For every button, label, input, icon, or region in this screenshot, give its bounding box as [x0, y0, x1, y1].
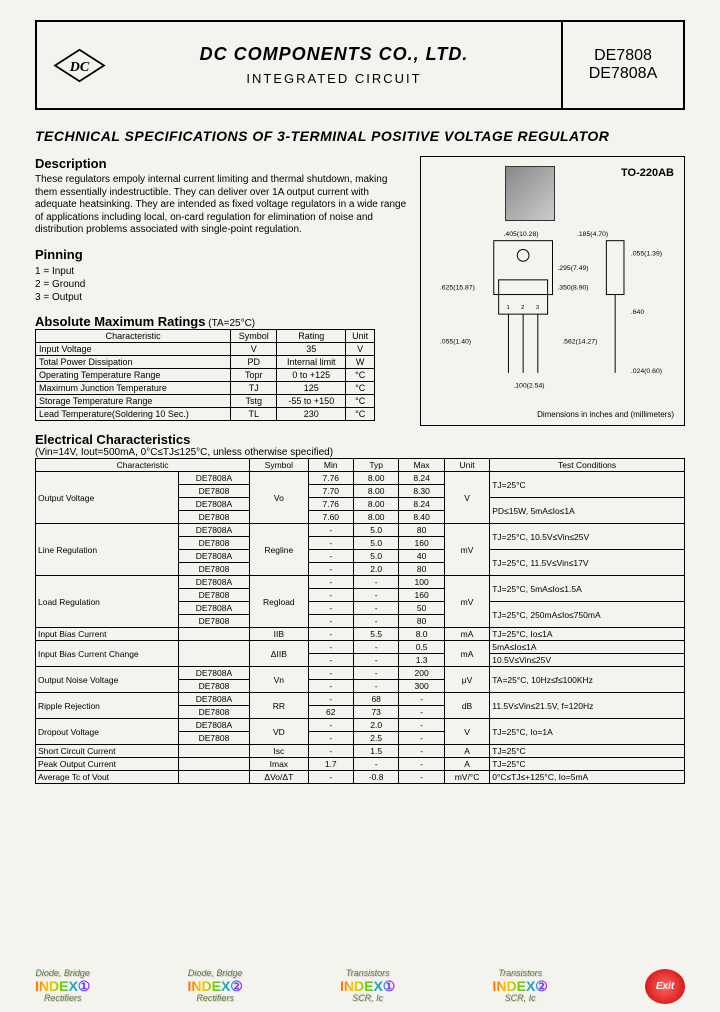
svg-text:.640: .640 [631, 309, 645, 316]
header-left: DC DC COMPONENTS CO., LTD. INTEGRATED CI… [37, 22, 563, 108]
amr-h3: Unit [346, 329, 375, 342]
part-number-2: DE7808A [589, 65, 658, 83]
table-row: Load RegulationDE7808ARegload--100mVTJ=2… [36, 576, 685, 589]
svg-text:1: 1 [506, 305, 509, 311]
table-row: Lead Temperature(Soldering 10 Sec.)TL230… [36, 407, 375, 420]
svg-text:.295(7.49): .295(7.49) [557, 265, 588, 272]
svg-text:.055(1.39): .055(1.39) [631, 250, 662, 257]
footer-item-1[interactable]: Diode, Bridge INDEX① Rectifiers [35, 969, 90, 1004]
footer-logos: Diode, Bridge INDEX① Rectifiers Diode, B… [35, 969, 685, 1004]
company-logo: DC [52, 48, 107, 83]
package-diagram: TO-220AB .405(10.28) .185(4.70) .055(1.3… [425, 161, 680, 421]
amr-title: Absolute Maximum Ratings [35, 314, 205, 329]
table-row: Dropout VoltageDE7808AVD-2.0-VTJ=25°C, I… [36, 719, 685, 732]
amr-h0: Characteristic [36, 329, 231, 342]
svg-text:.625(15.87): .625(15.87) [440, 285, 475, 292]
svg-text:.562(14.27): .562(14.27) [562, 339, 597, 346]
amr-heading: Absolute Maximum Ratings (TA=25°C) [35, 314, 410, 329]
elec-title: Electrical Characteristics [35, 432, 190, 447]
eh0: Characteristic [36, 459, 250, 472]
table-row: Line RegulationDE7808ARegline-5.080mVTJ=… [36, 524, 685, 537]
amr-cond: (TA=25°C) [208, 318, 255, 329]
package-photo [505, 166, 555, 221]
eh6: Unit [444, 459, 489, 472]
description-title: Description [35, 156, 410, 171]
table-row: Short Circuit CurrentIsc-1.5-ATJ=25°C [36, 745, 685, 758]
table-row: Input VoltageV35V [36, 342, 375, 355]
package-label: TO-220AB [621, 167, 674, 179]
eh4: Typ [353, 459, 398, 472]
svg-text:3: 3 [536, 305, 539, 311]
svg-text:.350(8.90): .350(8.90) [557, 285, 588, 292]
exit-button[interactable]: Exit [645, 969, 685, 1004]
amr-h2: Rating [277, 329, 346, 342]
svg-text:.024(0.60): .024(0.60) [631, 368, 662, 375]
content-row: Description These regulators empoly inte… [35, 156, 685, 426]
main-title: TECHNICAL SPECIFICATIONS OF 3-TERMINAL P… [35, 128, 685, 144]
header-box: DC DC COMPONENTS CO., LTD. INTEGRATED CI… [35, 20, 685, 110]
eh3: Min [308, 459, 353, 472]
elec-heading: Electrical Characteristics (Vin=14V, Iou… [35, 432, 685, 458]
pin-2: 2 = Ground [35, 278, 410, 291]
dimension-note: Dimensions in inches and (millimeters) [537, 410, 674, 419]
package-panel: TO-220AB .405(10.28) .185(4.70) .055(1.3… [420, 156, 685, 426]
table-row: Ripple RejectionDE7808ARR-68-dB11.5V≤Vin… [36, 693, 685, 706]
pinning-title: Pinning [35, 247, 410, 262]
table-row: Total Power DissipationPDInternal limitW [36, 355, 375, 368]
svg-text:.055(1.40): .055(1.40) [440, 339, 471, 346]
header-text: DC COMPONENTS CO., LTD. INTEGRATED CIRCU… [122, 44, 546, 86]
table-row: Output Noise VoltageDE7808AVn--200μVTA=2… [36, 667, 685, 680]
table-row: Output VoltageDE7808AVo7.768.008.24VTJ=2… [36, 472, 685, 485]
company-name: DC COMPONENTS CO., LTD. [122, 44, 546, 65]
table-row: Maximum Junction TemperatureTJ125°C [36, 381, 375, 394]
eh7: Test Conditions [490, 459, 685, 472]
svg-text:.405(10.28): .405(10.28) [504, 231, 539, 238]
footer-item-3[interactable]: Transistors INDEX① SCR, Ic [340, 969, 395, 1004]
amr-table: Characteristic Symbol Rating Unit Input … [35, 329, 375, 421]
eh5: Max [399, 459, 444, 472]
elec-cond: (Vin=14V, Iout=500mA, 0°C≤TJ≤125°C, unle… [35, 447, 333, 458]
svg-text:.185(4.70): .185(4.70) [577, 231, 608, 238]
table-row: Input Bias Current ChangeΔIIB--0.5mA5mA≤… [36, 641, 685, 654]
subtitle: INTEGRATED CIRCUIT [122, 71, 546, 86]
elec-table: Characteristic Symbol Min Typ Max Unit T… [35, 458, 685, 784]
svg-text:2: 2 [521, 305, 524, 311]
table-row: Storage Temperature RangeTstg-55 to +150… [36, 394, 375, 407]
svg-text:.100(2.54): .100(2.54) [513, 383, 544, 390]
table-row: Average Tc of VoutΔVo/ΔT--0.8-mV/°C0°C≤T… [36, 771, 685, 784]
pin-1: 1 = Input [35, 265, 410, 278]
footer-item-2[interactable]: Diode, Bridge INDEX② Rectifiers [188, 969, 243, 1004]
amr-h1: Symbol [231, 329, 277, 342]
eh2: Symbol [250, 459, 308, 472]
package-drawing: .405(10.28) .185(4.70) .055(1.39) .295(7… [435, 226, 670, 402]
part-numbers: DE7808 DE7808A [563, 22, 683, 108]
description-text: These regulators empoly internal current… [35, 174, 410, 237]
table-row: Peak Output CurrentImax1.7--ATJ=25°C [36, 758, 685, 771]
left-column: Description These regulators empoly inte… [35, 156, 410, 426]
svg-text:DC: DC [69, 59, 90, 74]
pin-3: 3 = Output [35, 291, 410, 304]
part-number-1: DE7808 [594, 47, 652, 65]
footer-item-4[interactable]: Transistors INDEX② SCR, Ic [493, 969, 548, 1004]
table-row: Input Bias CurrentIIB-5.58.0mATJ=25°C, I… [36, 628, 685, 641]
pinning-list: 1 = Input 2 = Ground 3 = Output [35, 265, 410, 304]
table-row: Operating Temperature RangeTopr0 to +125… [36, 368, 375, 381]
